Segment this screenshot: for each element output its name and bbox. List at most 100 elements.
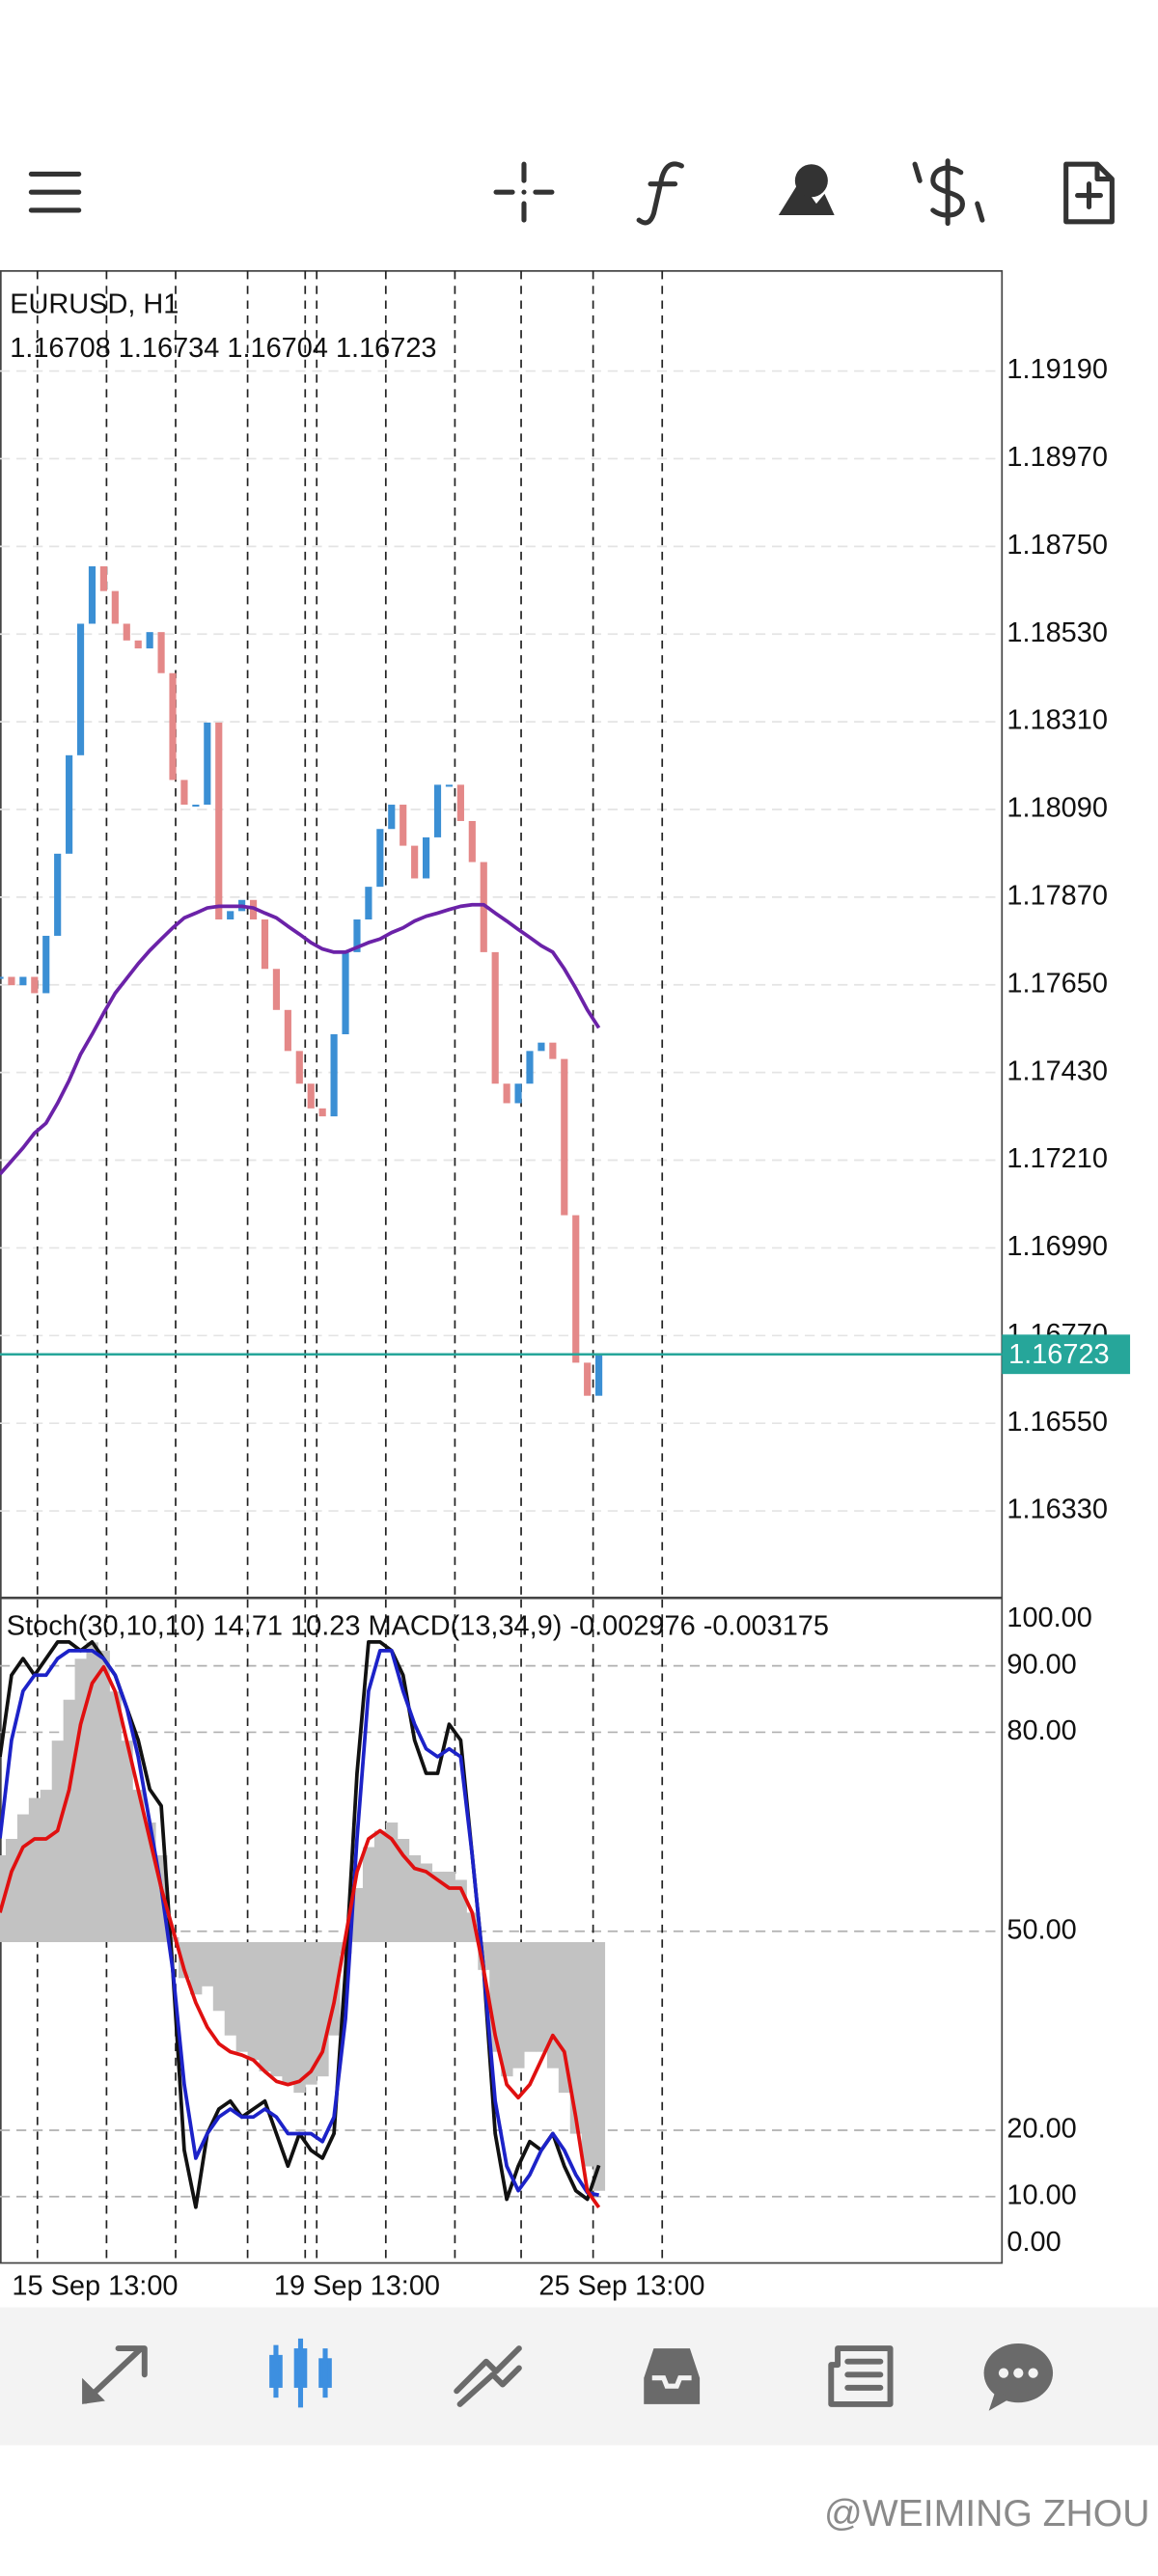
nav-chat[interactable] [983,2343,1054,2411]
histogram-bar [558,1941,571,2094]
candle [169,672,177,781]
histogram-bar [293,1941,306,2094]
nav-chart[interactable] [269,2338,332,2408]
panel-1: 100.00 90.00 80.00 50.00 20.00 10.00 0.00 15 Se… [0,1599,1092,2302]
histogram-bar [569,1941,583,2134]
candle [595,1354,603,1396]
y-tick-label: 20.00 [1006,2114,1076,2145]
histogram-bar [86,1642,98,1942]
trade-button[interactable] [912,158,985,227]
histogram-bar [546,1941,560,2069]
candle [111,590,119,624]
y-tick-label: 50.00 [1006,1914,1076,1945]
candle [99,565,107,591]
y-tick-label: 1.16990 [1006,1231,1108,1262]
histogram-bar [373,1830,387,1942]
candle [261,919,269,970]
candle [272,969,281,1010]
histogram-bar [247,1941,261,2061]
candle [538,1042,545,1052]
y-tick-label: 0.00 [1006,2227,1061,2258]
candle [422,836,430,879]
candle [445,784,454,787]
candle [134,640,142,649]
candle [549,1042,557,1059]
histogram-bar [581,1941,594,2167]
bottom-nav [0,2307,1158,2446]
crosshair-button[interactable] [493,161,555,223]
y-tick-label: 1.17430 [1006,1055,1108,1086]
candle [456,784,464,821]
y-tick-label: 1.17870 [1006,881,1108,912]
y-tick-label: 1.18090 [1006,793,1108,824]
nav-quotes[interactable] [82,2345,148,2404]
histogram-bar [189,1941,203,1995]
x-tick-label: 15 Sep 13:00 [12,2271,178,2302]
histogram-bar [63,1699,76,1942]
histogram-bar [51,1740,65,1942]
y-tick-label: 1.18530 [1006,617,1108,648]
x-tick-label: 25 Sep 13:00 [538,2271,704,2302]
histogram-bar [524,1941,537,2052]
histogram-bar [212,1941,226,2012]
candle [411,845,419,879]
candle [66,754,73,854]
candle [468,820,476,863]
y-tick-label: 1.18970 [1006,442,1108,473]
candle [192,805,200,808]
histogram-bar [270,1941,283,2077]
histogram-bar [259,1941,271,2072]
candle [365,887,372,920]
histogram-bar [201,1941,214,1987]
histogram-bar [40,1790,53,1942]
histogram-bar [16,1814,30,1942]
candle [330,1033,338,1117]
candle [433,784,442,837]
candle [526,1051,534,1084]
candle [503,1083,510,1104]
candle [88,565,96,624]
histogram-bar [28,1797,41,1942]
nav-trade[interactable] [454,2345,522,2407]
histogram-bar [178,1941,191,1979]
y-tick-label: 1.18310 [1006,705,1108,736]
histogram-bar [167,1936,179,1942]
histogram-bar [97,1650,110,1942]
candle [307,1083,315,1109]
nav-history[interactable] [644,2348,701,2404]
menu-button[interactable] [28,171,82,213]
histogram-bar [593,1941,606,2191]
histogram-bar [121,1740,133,1942]
series-line [0,1664,601,2209]
objects-button[interactable] [778,164,835,216]
candle [54,853,62,936]
panel-0: 1.19190 1.18970 1.18750 1.18530 1.18310 1.180… [0,270,1131,1597]
histogram-bar [397,1839,410,1942]
plot-area: 1.19190 1.18970 1.18750 1.18530 1.18310 1.180… [0,270,1131,2302]
panel-title: EURUSD, H1 [10,288,179,319]
nav-news[interactable] [828,2345,894,2407]
candle [561,1058,568,1216]
candle [0,976,4,979]
histogram-bar [224,1941,237,2036]
histogram-bar [431,1871,444,1942]
candle [584,1362,592,1396]
candle [157,632,165,673]
y-tick-label: 1.16550 [1006,1407,1108,1438]
histogram-bar [420,1863,433,1942]
histogram-bar [362,1847,375,1942]
current-price-label: 1.16723 [1008,1339,1110,1370]
y-tick-label: 1.17650 [1006,968,1108,999]
indicators-button[interactable] [636,161,684,226]
new-order-button[interactable] [1063,161,1115,225]
candle [388,805,396,830]
candle [31,976,39,994]
candle [491,951,499,1084]
y-tick-label: 1.17210 [1006,1143,1108,1174]
histogram-bar [109,1691,122,1942]
histogram-bar [535,1941,548,2052]
histogram-bar [305,1941,317,2085]
histogram-bar [501,1941,513,2077]
